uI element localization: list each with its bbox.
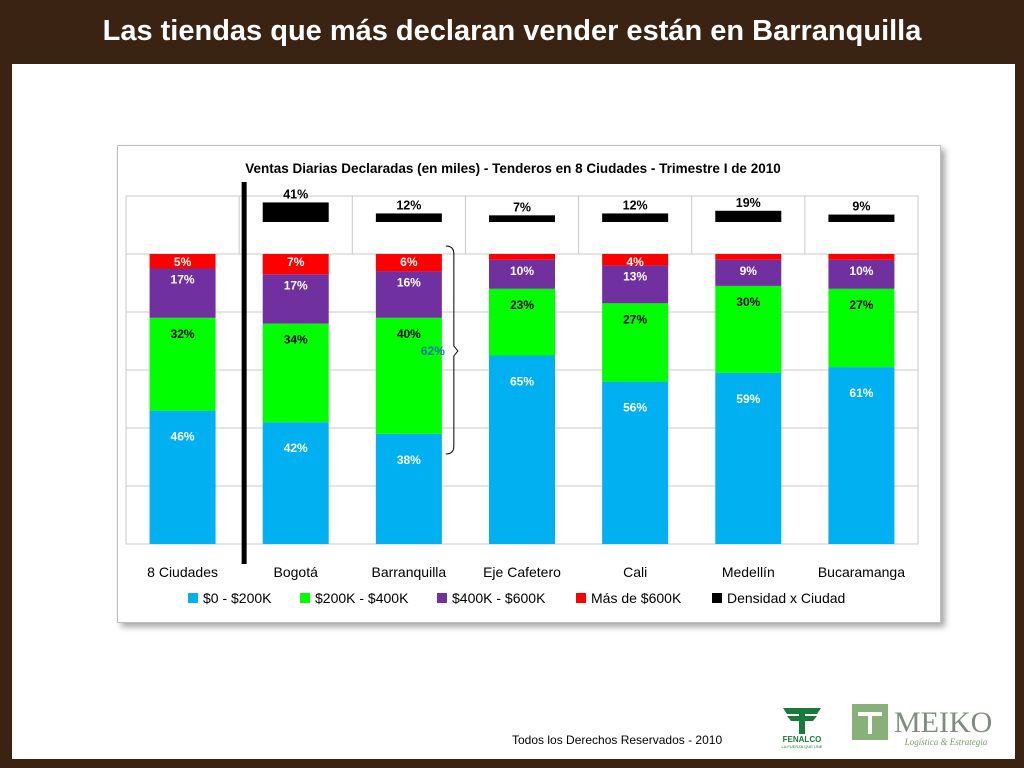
bar-bucaramanga-s3 [828,254,895,260]
value-label-8-ciudades-s2: 17% [171,273,195,287]
density-label-bucaramanga: 9% [852,200,870,214]
value-label-cali-s0: 56% [623,401,647,415]
legend-swatch-4 [712,593,722,603]
bar-cali-s3 [602,254,669,266]
density-label-eje-cafetero: 7% [513,200,531,214]
bar-barranquilla-s0 [375,433,442,544]
bar-medellin-s3 [715,254,782,260]
density-marker-bogota [262,202,329,222]
value-label-bogota-s3: 7% [287,255,305,269]
density-label-bogota: 41% [283,187,308,201]
bar-bucaramanga-s2 [828,259,895,289]
legend-swatch-2 [437,593,447,603]
fenalco-logo: FENALCO LA FUERZA QUE UNE [782,708,823,749]
chart-frame: Ventas Diarias Declaradas (en miles) - T… [117,145,941,623]
value-label-bogota-s0: 42% [284,441,308,455]
value-label-bucaramanga-s1: 27% [849,298,873,312]
bar-cali-s2 [602,265,669,304]
legend-label-0: $0 - $200K [203,590,272,606]
bar-8-ciudades-s1 [149,317,216,411]
bar-barranquilla-s2 [375,271,442,318]
bar-8-ciudades-s2 [149,268,216,318]
legend-swatch-0 [188,593,198,603]
density-marker-bucaramanga [828,214,895,222]
meiko-logo: MEIKO Logística & Estrategia [852,704,992,747]
bar-eje-cafetero-s1 [489,288,555,356]
value-label-bogota-s2: 17% [284,278,308,292]
bar-barranquilla-s1 [375,317,442,434]
density-label-cali: 12% [623,198,648,212]
legend-label-2: $400K - $600K [452,590,546,606]
x-tick-barranquilla: Barranquilla [371,564,446,580]
chart-title: Ventas Diarias Declaradas (en miles) - T… [245,161,780,176]
value-label-barranquilla-s2: 16% [397,275,421,289]
bar-medellin-s1 [715,285,782,373]
meiko-logo-tagline: Logística & Estrategia [904,737,988,747]
value-label-bucaramanga-s2: 10% [849,264,873,278]
bracket-annotation [445,245,459,455]
x-tick-bogota: Bogotá [274,564,319,580]
footer-copyright: Todos los Derechos Reservados - 2010 [512,733,723,747]
density-marker-eje-cafetero [489,215,555,222]
bar-barranquilla-s3 [375,254,442,272]
stacked-bar-chart: Ventas Diarias Declaradas (en miles) - T… [125,161,919,606]
bar-medellin-s2 [715,259,782,286]
bar-bucaramanga-s1 [828,288,895,368]
bar-bogota-s2 [262,274,329,324]
value-label-barranquilla-s1: 40% [397,327,421,341]
legend-swatch-1 [300,593,310,603]
bar-cali-s0 [602,381,669,544]
value-label-barranquilla-s3: 6% [400,255,418,269]
bracket-label: 62% [421,344,445,358]
value-label-medellin-s0: 59% [736,392,760,406]
value-label-eje-cafetero-s2: 10% [510,264,534,278]
value-label-cali-s1: 27% [623,312,647,326]
value-label-medellin-s2: 9% [740,264,758,278]
legend-label-3: Más de $600K [591,590,682,606]
legend-label-4: Densidad x Ciudad [727,590,845,606]
x-tick-eje-cafetero: Eje Cafetero [483,564,561,580]
bar-8-ciudades-s3 [149,254,216,269]
x-tick-cali: Cali [623,564,647,580]
bar-bogota-s1 [262,323,329,423]
density-marker-barranquilla [375,213,442,222]
value-label-medellin-s1: 30% [736,295,760,309]
value-label-barranquilla-s0: 38% [397,453,421,467]
bar-bogota-s3 [262,254,329,275]
density-label-medellin: 19% [736,196,761,210]
legend-swatch-3 [576,593,586,603]
slide-body: Ventas Diarias Declaradas (en miles) - T… [12,64,1015,759]
value-label-cali-s2: 13% [623,270,647,284]
fenalco-logo-tagline: LA FUERZA QUE UNE [782,744,823,749]
value-label-bucaramanga-s0: 61% [849,386,873,400]
bar-eje-cafetero-s0 [489,355,555,544]
x-tick-medellin: Medellín [722,564,775,580]
bar-eje-cafetero-s3 [489,254,555,260]
bar-cali-s1 [602,303,669,382]
bar-eje-cafetero-s2 [489,259,555,289]
bar-bogota-s0 [262,422,329,544]
density-marker-cali [602,213,669,222]
density-label-barranquilla: 12% [396,198,421,212]
value-label-bogota-s1: 34% [284,333,308,347]
value-label-eje-cafetero-s1: 23% [510,298,534,312]
legend-label-1: $200K - $400K [315,590,409,606]
bar-8-ciudades-s0 [149,410,216,544]
x-tick-bucaramanga: Bucaramanga [818,564,905,580]
slide-title: Las tiendas que más declaran vender está… [102,14,922,47]
value-label-8-ciudades-s0: 46% [171,430,195,444]
x-tick-8-ciudades: 8 Ciudades [147,564,218,580]
value-label-eje-cafetero-s0: 65% [510,375,534,389]
bar-bucaramanga-s0 [828,367,895,544]
meiko-logo-text: MEIKO [894,706,992,739]
value-label-8-ciudades-s1: 32% [171,327,195,341]
value-label-cali-s3: 4% [626,255,644,269]
density-marker-medellin [715,210,782,222]
value-label-8-ciudades-s3: 5% [174,255,192,269]
bar-medellin-s0 [715,372,782,544]
fenalco-logo-text: FENALCO [783,735,822,744]
